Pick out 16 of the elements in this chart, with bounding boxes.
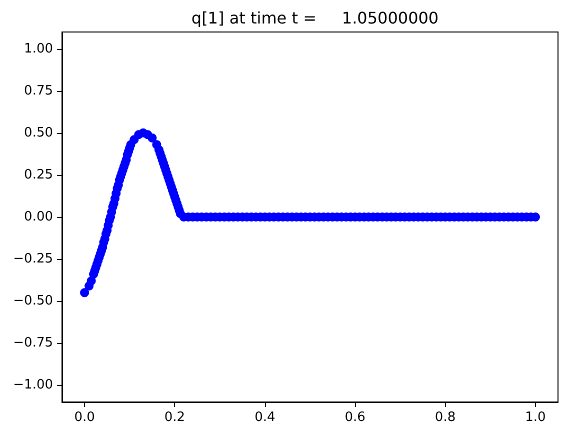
y-tick-label: −0.50: [13, 294, 53, 309]
y-tick-label: 1.00: [24, 41, 53, 56]
x-tick-label: 1.0: [525, 410, 546, 425]
x-tick-label: 0.2: [164, 410, 186, 425]
x-tick-label: 0.8: [434, 410, 456, 425]
y-tick-label: 0.00: [24, 210, 53, 224]
y-tick-label: −0.75: [13, 336, 53, 351]
y-tick-label: 0.75: [24, 83, 53, 98]
y-tick-label: 0.50: [24, 125, 53, 140]
x-tick-label: 0.6: [344, 410, 366, 425]
y-tick-label: −1.00: [13, 378, 53, 393]
chart-title: q[1] at time t = 1.05000000: [191, 8, 439, 28]
x-tick-label: 0.0: [74, 410, 95, 425]
y-tick-label: 0.25: [24, 167, 53, 182]
y-tick-label: −0.25: [13, 252, 53, 267]
x-tick-label: 0.4: [254, 410, 276, 425]
